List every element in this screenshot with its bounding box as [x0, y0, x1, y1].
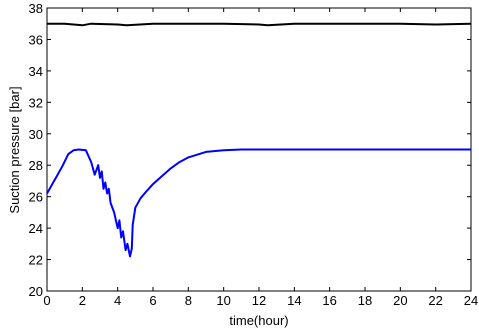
y-tick-label: 26	[29, 190, 43, 205]
y-tick-label: 20	[29, 284, 43, 299]
x-tick-label: 18	[358, 293, 372, 308]
y-tick-label: 34	[29, 64, 43, 79]
x-tick-label: 10	[216, 293, 230, 308]
y-tick-label: 32	[29, 95, 43, 110]
x-tick-label: 16	[322, 293, 336, 308]
series-line-1	[47, 22, 472, 27]
x-tick-label: 8	[185, 293, 192, 308]
y-tick-label: 28	[29, 158, 43, 173]
y-tick-label: 30	[29, 127, 43, 142]
x-tick-label: 14	[287, 293, 301, 308]
x-tick-label: 12	[252, 293, 266, 308]
x-tick-label: 4	[114, 293, 121, 308]
tick-labels: 0 2 4 6 8 10 12 14 16 18 20 22 242022242628303234363…	[29, 1, 479, 308]
x-tick-label: 0	[43, 293, 50, 308]
x-tick-label: 22	[428, 293, 442, 308]
x-tick-label: 6	[149, 293, 156, 308]
x-tick-label: 24	[464, 293, 478, 308]
x-tick-label: 20	[393, 293, 407, 308]
y-tick-label: 24	[29, 221, 43, 236]
y-tick-label: 22	[29, 253, 43, 268]
series-line-2	[46, 148, 471, 258]
series-lines	[46, 22, 472, 258]
x-tick-label: 2	[79, 293, 86, 308]
axis-ticks	[46, 7, 472, 292]
y-tick-label: 38	[29, 1, 43, 16]
y-axis-label: Suction pressure [bar]	[7, 86, 22, 213]
y-tick-label: 36	[29, 32, 43, 47]
x-axis-label: time(hour)	[229, 313, 288, 328]
